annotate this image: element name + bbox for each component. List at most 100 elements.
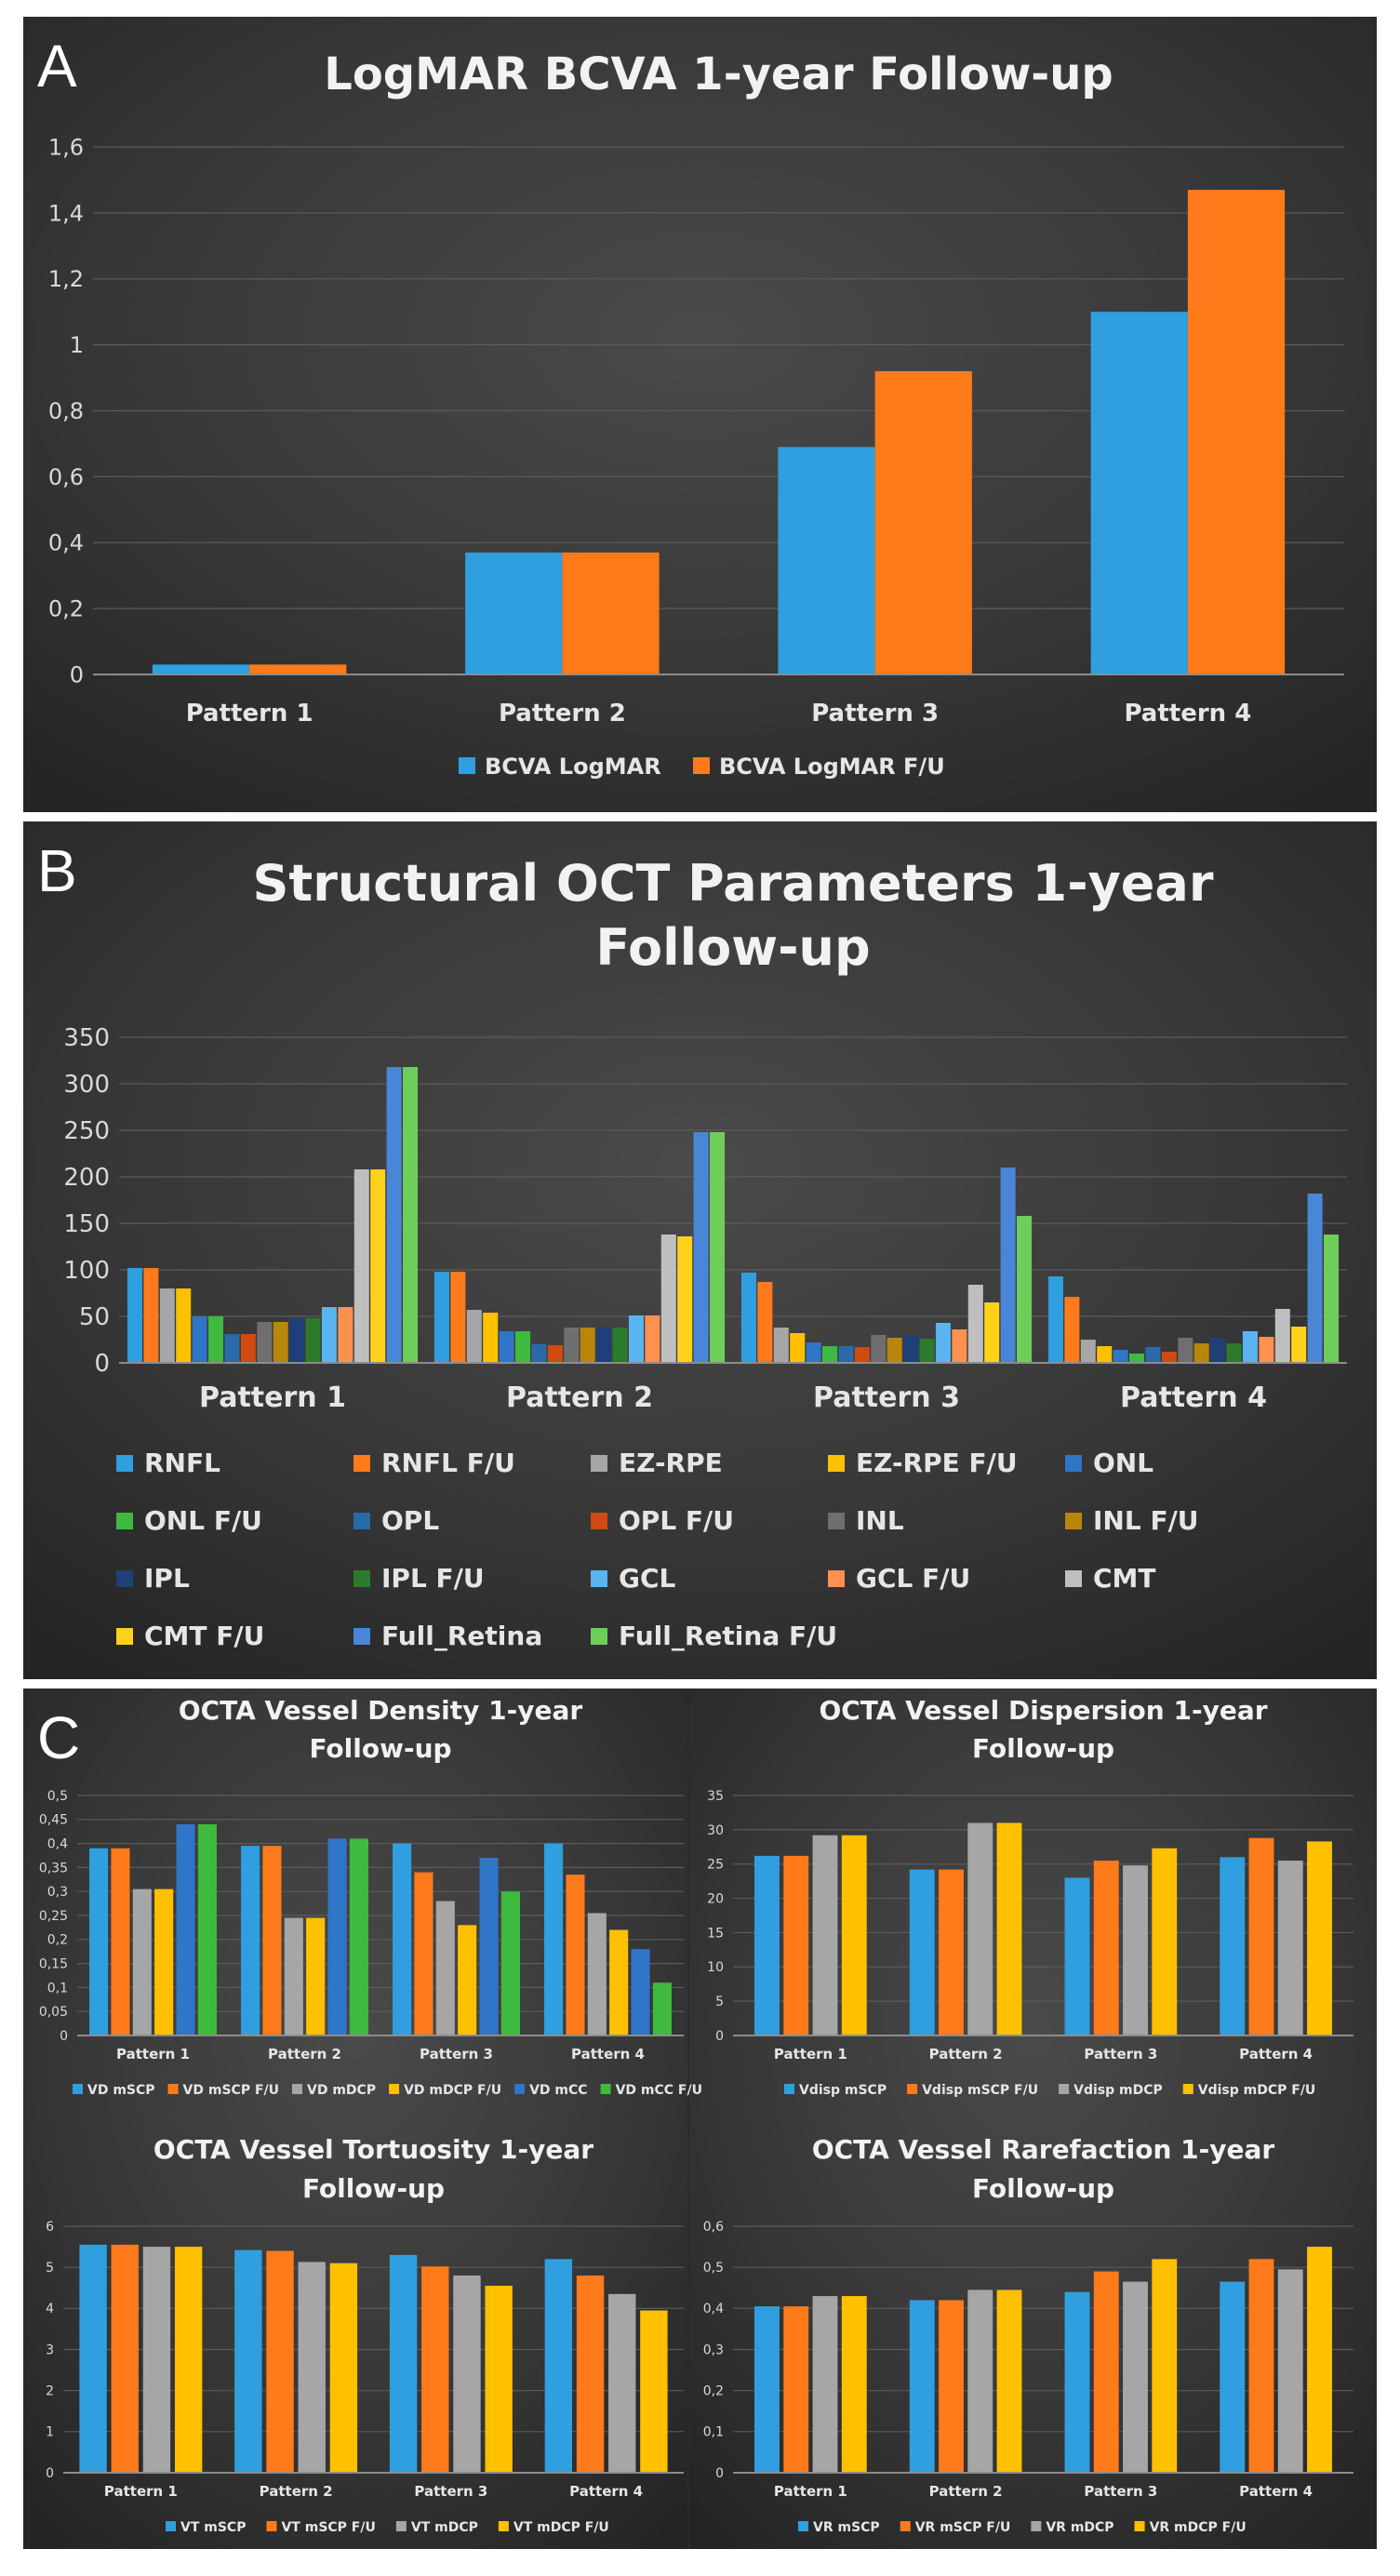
bar-c4-vr-mdcp-1 — [812, 2296, 838, 2473]
legend-label: VD mDCP — [307, 2083, 376, 2098]
bar-b-onl-3 — [806, 1342, 821, 1363]
bar-b-inl-3 — [871, 1335, 887, 1363]
bar-b-rnfl-f-u-2 — [450, 1272, 466, 1363]
legend-swatch — [1065, 1570, 1082, 1587]
legend-swatch — [116, 1513, 133, 1529]
legend-swatch — [266, 2521, 277, 2531]
bar-c4-vr-mdcp-2 — [967, 2289, 993, 2473]
legend-label: Vdisp mDCP F/U — [1198, 2083, 1316, 2098]
bar-b-cmt-3 — [967, 1285, 983, 1363]
bar-c2-vdisp-mscp-1 — [754, 1855, 780, 2035]
y-tick-label: 6 — [46, 2220, 54, 2235]
y-tick-label: 0,8 — [48, 398, 84, 424]
legend-label: VT mDCP — [411, 2520, 478, 2535]
bar-b-onl-f-u-2 — [515, 1331, 531, 1363]
bar-b-rnfl-1 — [127, 1268, 142, 1363]
bar-c4-vr-mdcp-f-u-2 — [996, 2289, 1022, 2473]
bar-c1-vd-mscp-f-u-4 — [566, 1875, 585, 2035]
bar-c1-vd-mdcp-2 — [284, 1917, 303, 2035]
bar-b-inl-f-u-2 — [580, 1328, 595, 1363]
bar-c2-vdisp-mdcp-f-u-2 — [996, 1822, 1022, 2035]
legend-swatch — [395, 2521, 407, 2531]
legend-label: VD mDCP F/U — [404, 2083, 501, 2098]
category-label: Pattern 1 — [116, 2046, 190, 2062]
category-label: Pattern 3 — [813, 1381, 960, 1414]
legend-label: VR mDCP F/U — [1150, 2520, 1247, 2535]
legend-swatch — [693, 757, 710, 774]
bar-b-onl-f-u-3 — [822, 1346, 838, 1363]
bar-c2-vdisp-mdcp-4 — [1277, 1861, 1303, 2035]
bar-a-bcva-logmar-4 — [1090, 312, 1188, 674]
y-tick-label: 0,15 — [39, 1957, 68, 1972]
category-label: Pattern 2 — [929, 2046, 1003, 2062]
legend-swatch — [828, 1455, 845, 1472]
legend-swatch — [1134, 2521, 1145, 2531]
legend-label: BCVA LogMAR — [485, 754, 661, 780]
chart-title-b-line2: Follow-up — [595, 918, 870, 977]
bar-b-onl-f-u-1 — [208, 1316, 224, 1363]
y-tick-label: 0,05 — [39, 2005, 68, 2020]
legend-swatch — [1182, 2084, 1193, 2094]
bar-c4-vr-mscp-4 — [1220, 2281, 1246, 2473]
legend-swatch — [1059, 2084, 1070, 2094]
bar-c4-vr-mdcp-f-u-4 — [1307, 2247, 1332, 2473]
bar-c2-vdisp-mdcp-f-u-3 — [1152, 1848, 1178, 2035]
bar-b-gcl-4 — [1242, 1331, 1258, 1363]
bar-a-bcva-logmar-f-u-2 — [562, 552, 660, 674]
bar-b-cmt-f-u-3 — [984, 1302, 1000, 1363]
bar-c1-vd-mcc-f-u-4 — [652, 1982, 672, 2035]
y-tick-label: 25 — [707, 1858, 724, 1873]
y-tick-label: 15 — [707, 1926, 724, 1941]
category-label: Pattern 1 — [199, 1381, 346, 1414]
bar-b-rnfl-f-u-3 — [757, 1282, 773, 1363]
legend-label: CMT F/U — [144, 1621, 264, 1651]
bar-c1-vd-mdcp-f-u-2 — [306, 1917, 326, 2035]
legend-label: ONL — [1093, 1448, 1153, 1478]
bar-c3-vt-mscp-f-u-3 — [421, 2266, 449, 2473]
y-tick-label: 300 — [63, 1071, 110, 1099]
chart-title-a: LogMAR BCVA 1-year Follow-up — [324, 48, 1113, 100]
category-label: Pattern 3 — [420, 2046, 493, 2062]
bar-b-full-retina-f-u-1 — [403, 1067, 419, 1363]
bar-b-ez-rpe-f-u-2 — [483, 1313, 499, 1363]
bar-c1-vd-mdcp-1 — [132, 1889, 152, 2035]
bar-c2-vdisp-mdcp-f-u-1 — [841, 1835, 867, 2035]
legend-label: INL — [856, 1505, 904, 1536]
chart-title-c2: OCTA Vessel Dispersion 1-year — [819, 1695, 1267, 1726]
legend-swatch — [828, 1513, 845, 1529]
bar-b-opl-f-u-4 — [1161, 1352, 1177, 1363]
legend-swatch — [459, 757, 475, 774]
y-tick-label: 35 — [707, 1789, 724, 1804]
bar-b-full-retina-3 — [1000, 1168, 1016, 1363]
bar-c4-vr-mdcp-f-u-1 — [841, 2296, 867, 2473]
panel-letter-b: B — [37, 837, 77, 904]
legend-swatch — [353, 1455, 370, 1472]
bar-b-rnfl-f-u-4 — [1064, 1297, 1080, 1363]
legend-swatch — [73, 2084, 83, 2094]
legend-label: VR mSCP — [813, 2520, 880, 2535]
y-tick-label: 0 — [70, 661, 84, 687]
bar-b-gcl-3 — [935, 1323, 951, 1363]
legend-swatch — [353, 1513, 370, 1529]
legend-label: RNFL F/U — [381, 1448, 515, 1478]
legend-label: VR mSCP F/U — [915, 2520, 1011, 2535]
bar-b-onl-1 — [192, 1316, 207, 1363]
y-tick-label: 0 — [46, 2466, 54, 2481]
y-tick-label: 250 — [63, 1117, 110, 1145]
chart-c3: OCTA Vessel Tortuosity 1-year Follow-up 0 1… — [46, 2134, 684, 2535]
bar-b-ez-rpe-f-u-3 — [790, 1333, 806, 1363]
bar-b-ipl-3 — [903, 1336, 919, 1363]
bar-c3-vt-mdcp-f-u-3 — [485, 2286, 513, 2473]
bar-b-gcl-f-u-2 — [645, 1315, 660, 1363]
bar-b-opl-f-u-2 — [547, 1345, 563, 1363]
legend-swatch — [292, 2084, 303, 2094]
y-tick-label: 0 — [60, 2029, 68, 2044]
legend-label: VT mDCP F/U — [513, 2520, 609, 2535]
y-tick-label: 0,4 — [703, 2302, 724, 2316]
bar-b-ez-rpe-4 — [1080, 1340, 1096, 1363]
bar-c3-vt-mdcp-3 — [453, 2276, 481, 2473]
bar-b-onl-4 — [1113, 1350, 1128, 1363]
category-label: Pattern 1 — [774, 2046, 847, 2062]
bar-c4-vr-mdcp-3 — [1123, 2281, 1148, 2473]
y-tick-label: 3 — [46, 2342, 54, 2357]
